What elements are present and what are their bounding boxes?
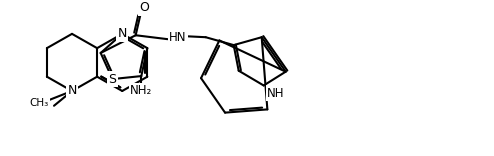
Text: NH: NH (267, 87, 285, 100)
Text: NH₂: NH₂ (130, 84, 153, 97)
Text: CH₃: CH₃ (29, 98, 48, 108)
Text: N: N (67, 85, 77, 98)
Text: HN: HN (169, 31, 186, 44)
Text: N: N (118, 27, 127, 40)
Text: S: S (109, 73, 117, 86)
Text: O: O (140, 1, 150, 14)
